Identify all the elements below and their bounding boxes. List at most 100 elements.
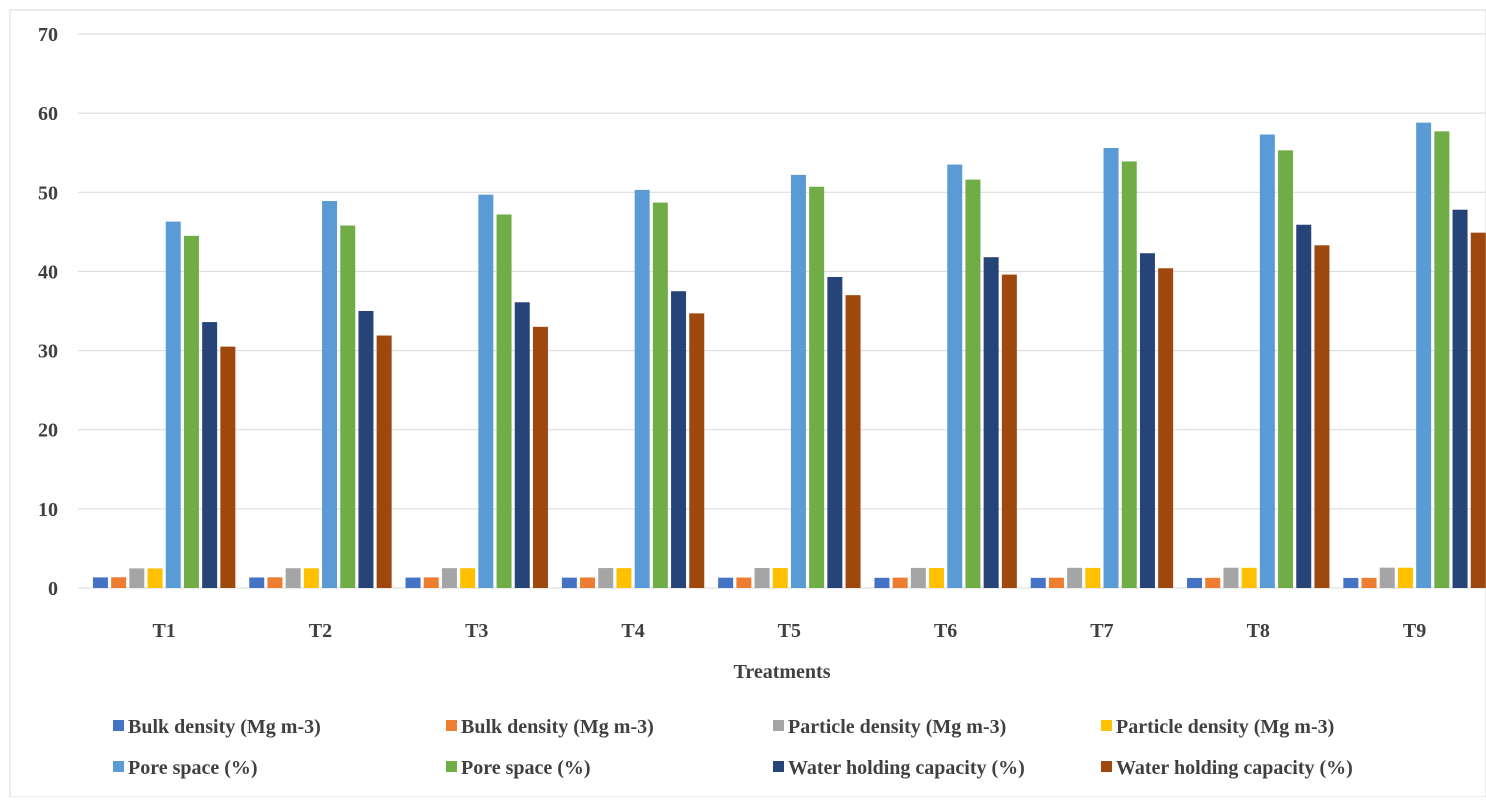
y-tick-label: 70 bbox=[38, 24, 58, 46]
bar-t3-series-6 bbox=[496, 214, 512, 588]
legend-label: Particle density (Mg m-3) bbox=[788, 716, 1006, 738]
bar-t5-series-1 bbox=[718, 577, 734, 588]
bar-t2-series-1 bbox=[249, 577, 265, 588]
bar-t2-series-8 bbox=[376, 335, 392, 588]
bar-t1-series-4 bbox=[147, 568, 163, 588]
bar-t9-series-8 bbox=[1470, 232, 1486, 589]
legend-item: Bulk density (Mg m-3) bbox=[113, 716, 321, 738]
bar-t2-series-3 bbox=[285, 568, 301, 588]
legend-item: Particle density (Mg m-3) bbox=[1101, 716, 1334, 738]
bar-t3-series-2 bbox=[423, 577, 439, 588]
x-tick-label: T7 bbox=[1090, 620, 1113, 642]
bar-t5-series-6 bbox=[809, 186, 825, 588]
y-tick-label: 60 bbox=[38, 103, 58, 125]
bar-t5-series-7 bbox=[827, 276, 843, 588]
bar-t7-series-3 bbox=[1067, 567, 1083, 588]
bar-t3-series-5 bbox=[478, 194, 494, 588]
bar-t3-series-8 bbox=[532, 326, 548, 588]
x-tick-label: T4 bbox=[621, 620, 644, 642]
bar-t8-series-6 bbox=[1278, 150, 1294, 588]
y-axis-ticks: 0 10 20 30 40 50 60 70 bbox=[38, 24, 58, 600]
bar-t7-series-2 bbox=[1048, 577, 1064, 588]
legend-label: Pore space (%) bbox=[128, 757, 258, 779]
x-tick-label: T8 bbox=[1247, 620, 1270, 642]
bar-t3-series-4 bbox=[460, 568, 476, 588]
y-tick-label: 50 bbox=[38, 182, 58, 204]
bar-t8-series-3 bbox=[1223, 567, 1239, 588]
bar-t3-series-1 bbox=[405, 577, 421, 588]
bar-t4-series-4 bbox=[616, 568, 632, 588]
bar-t4-series-3 bbox=[598, 568, 614, 588]
bar-t8-series-4 bbox=[1241, 567, 1257, 588]
legend-item: Water holding capacity (%) bbox=[773, 757, 1025, 779]
bar-t1-series-1 bbox=[92, 577, 108, 588]
bar-t4-series-1 bbox=[561, 577, 577, 588]
bar-t2-series-2 bbox=[267, 577, 283, 588]
bar-t1-series-2 bbox=[111, 577, 127, 588]
y-tick-label: 40 bbox=[38, 261, 58, 283]
bar-t7-series-1 bbox=[1030, 577, 1046, 588]
bar-t6-series-4 bbox=[929, 567, 945, 588]
bar-t9-series-2 bbox=[1361, 577, 1377, 588]
bar-t7-series-4 bbox=[1085, 567, 1101, 588]
x-tick-label: T2 bbox=[309, 620, 332, 642]
legend-label: Pore space (%) bbox=[461, 757, 591, 779]
bar-t6-series-2 bbox=[892, 577, 908, 588]
bar-t1-series-8 bbox=[220, 346, 236, 588]
bar-t7-series-8 bbox=[1158, 268, 1174, 588]
bar-t5-series-4 bbox=[772, 568, 788, 588]
legend-label: Bulk density (Mg m-3) bbox=[128, 716, 321, 738]
bar-t5-series-8 bbox=[845, 295, 861, 588]
bar-t3-series-3 bbox=[441, 568, 457, 588]
bar-t9-series-1 bbox=[1343, 577, 1359, 588]
bar-t9-series-4 bbox=[1397, 567, 1413, 588]
bar-t2-series-7 bbox=[358, 311, 374, 588]
x-tick-label: T5 bbox=[778, 620, 801, 642]
bar-t9-series-3 bbox=[1379, 567, 1395, 588]
bar-t8-series-8 bbox=[1314, 245, 1330, 588]
legend-item: Pore space (%) bbox=[446, 757, 591, 779]
x-tick-label: T6 bbox=[934, 620, 957, 642]
bar-t8-series-7 bbox=[1296, 224, 1312, 588]
legend-swatch bbox=[1101, 720, 1112, 731]
legend-item: Water holding capacity (%) bbox=[1101, 757, 1353, 779]
bar-t5-series-5 bbox=[790, 174, 806, 589]
y-tick-label: 10 bbox=[38, 499, 58, 521]
bar-t4-series-8 bbox=[689, 313, 705, 588]
bar-t2-series-4 bbox=[303, 568, 319, 588]
legend-item: Pore space (%) bbox=[113, 757, 258, 779]
x-tick-label: T3 bbox=[465, 620, 488, 642]
y-tick-label: 20 bbox=[38, 420, 58, 442]
legend-swatch bbox=[773, 720, 784, 731]
legend-item: Particle density (Mg m-3) bbox=[773, 716, 1006, 738]
legend-label: Particle density (Mg m-3) bbox=[1116, 716, 1334, 738]
bar-t1-series-3 bbox=[129, 568, 145, 588]
bar-t5-series-3 bbox=[754, 567, 770, 588]
legend-label: Bulk density (Mg m-3) bbox=[461, 716, 654, 738]
legend-item: Bulk density (Mg m-3) bbox=[446, 716, 654, 738]
y-tick-label: 0 bbox=[48, 578, 58, 600]
bar-t5-series-2 bbox=[736, 577, 752, 588]
bar-t7-series-6 bbox=[1121, 161, 1137, 589]
bar-t1-series-5 bbox=[165, 221, 181, 588]
bar-t4-series-6 bbox=[652, 202, 668, 588]
bar-t2-series-5 bbox=[322, 200, 338, 588]
bar-t7-series-7 bbox=[1139, 253, 1155, 588]
bar-t3-series-7 bbox=[514, 302, 530, 588]
bar-t4-series-5 bbox=[634, 189, 650, 588]
legend: Bulk density (Mg m-3) Bulk density (Mg m-… bbox=[113, 716, 1353, 779]
bar-t1-series-6 bbox=[183, 235, 199, 589]
y-tick-label: 30 bbox=[38, 341, 58, 363]
x-tick-label: T1 bbox=[152, 620, 175, 642]
bar-t7-series-5 bbox=[1103, 147, 1119, 589]
bar-t2-series-6 bbox=[340, 225, 356, 589]
bar-t9-series-7 bbox=[1452, 209, 1468, 588]
legend-label: Water holding capacity (%) bbox=[788, 757, 1025, 779]
legend-swatch bbox=[773, 761, 784, 772]
bar-t9-series-5 bbox=[1416, 122, 1432, 588]
legend-swatch bbox=[113, 761, 124, 772]
bars bbox=[92, 122, 1486, 589]
legend-label: Water holding capacity (%) bbox=[1116, 757, 1353, 779]
legend-swatch bbox=[446, 761, 457, 772]
